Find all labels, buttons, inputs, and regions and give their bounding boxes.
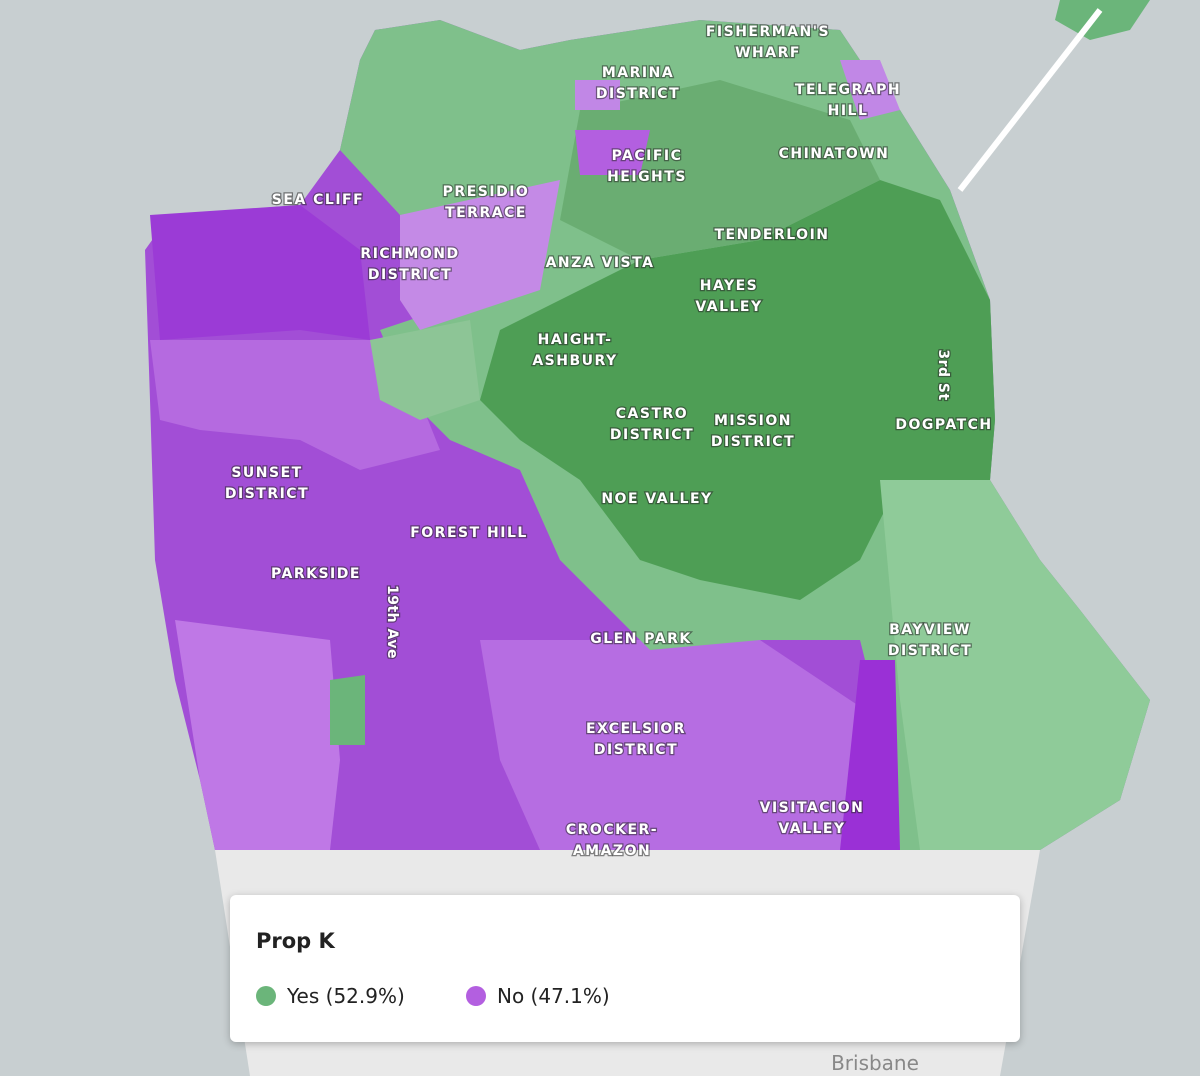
neighborhood-label: CHINATOWN xyxy=(779,146,890,162)
neighborhood-label: DISTRICT xyxy=(888,643,972,659)
neighborhood-label: CROCKER- xyxy=(566,822,658,838)
neighborhood-label: FISHERMAN'S xyxy=(706,24,830,40)
neighborhood-label: VALLEY xyxy=(778,821,845,837)
legend-item: No (47.1%) xyxy=(466,984,610,1008)
neighborhood-label: TELEGRAPH xyxy=(795,82,901,98)
area-yes-dark xyxy=(480,180,995,600)
neighborhood-label: HAYES xyxy=(700,278,759,294)
legend-label: No (47.1%) xyxy=(497,984,610,1008)
neighborhood-label: AMAZON xyxy=(573,843,651,859)
island xyxy=(1055,0,1150,40)
neighborhood-label: PACIFIC xyxy=(612,148,683,164)
neighborhood-label: TERRACE xyxy=(445,205,527,221)
neighborhood-label: DOGPATCH xyxy=(895,417,992,433)
legend-item: Yes (52.9%) xyxy=(256,984,405,1008)
area-no-mid xyxy=(480,640,900,850)
neighborhood-label: VISITACION xyxy=(760,800,865,816)
area-no-light xyxy=(175,620,340,850)
neighborhood-label: HAIGHT- xyxy=(538,332,613,348)
park xyxy=(370,320,480,420)
neighborhood-label: EXCELSIOR xyxy=(586,721,686,737)
neighborhood-label: HEIGHTS xyxy=(607,169,687,185)
neighborhood-label: DISTRICT xyxy=(610,427,694,443)
area-no-light xyxy=(400,180,560,330)
neighborhood-label: MISSION xyxy=(714,413,792,429)
neighborhood-label: DISTRICT xyxy=(368,267,452,283)
neighborhood-label: CASTRO xyxy=(616,406,688,422)
area-no xyxy=(575,130,650,175)
neighborhood-label: DISTRICT xyxy=(596,86,680,102)
neighborhood-label: PARKSIDE xyxy=(271,566,361,582)
area-no-light xyxy=(575,80,620,110)
neighborhood-label: ANZA VISTA xyxy=(546,255,655,271)
area-no-dark xyxy=(840,660,900,850)
neighborhood-label: NOE VALLEY xyxy=(601,491,712,507)
neighborhood-label: GLEN PARK xyxy=(590,631,692,647)
legend: Prop K Yes (52.9%) No (47.1%) xyxy=(230,895,1020,1042)
neighborhood-label: ASHBURY xyxy=(532,353,617,369)
neighborhood-label: PRESIDIO xyxy=(443,184,530,200)
neighborhood-label: DISTRICT xyxy=(225,486,309,502)
neighborhood-label: WHARF xyxy=(735,45,801,61)
neighborhood-label: BAYVIEW xyxy=(889,622,971,638)
neighborhood-label: VALLEY xyxy=(695,299,762,315)
neighborhood-label: 19th Ave xyxy=(384,585,400,659)
neighborhood-label: FOREST HILL xyxy=(410,525,528,541)
legend-swatch xyxy=(466,986,486,1006)
legend-title: Prop K xyxy=(256,929,335,953)
bridge xyxy=(957,8,1103,192)
area-yes xyxy=(330,675,365,745)
area-yes-light xyxy=(880,480,1150,850)
area-yes-mid xyxy=(560,80,880,260)
neighborhood-label: HILL xyxy=(828,103,869,119)
neighborhood-label: RICHMOND xyxy=(360,246,459,262)
legend-label: Yes (52.9%) xyxy=(287,984,405,1008)
area-no-dark xyxy=(150,205,370,340)
neighborhood-label: SEA CLIFF xyxy=(272,192,364,208)
neighborhood-label: MARINA xyxy=(602,65,674,81)
neighborhood-label: SUNSET xyxy=(231,465,302,481)
neighborhood-label: TENDERLOIN xyxy=(714,227,829,243)
neighborhood-label: DISTRICT xyxy=(594,742,678,758)
legend-swatch xyxy=(256,986,276,1006)
neighborhood-label: 3rd St xyxy=(935,349,951,400)
neighborhood-label: DISTRICT xyxy=(711,434,795,450)
basemap-label: Brisbane xyxy=(831,1051,919,1075)
area-no-light xyxy=(150,340,440,470)
area-no-light xyxy=(840,60,900,120)
